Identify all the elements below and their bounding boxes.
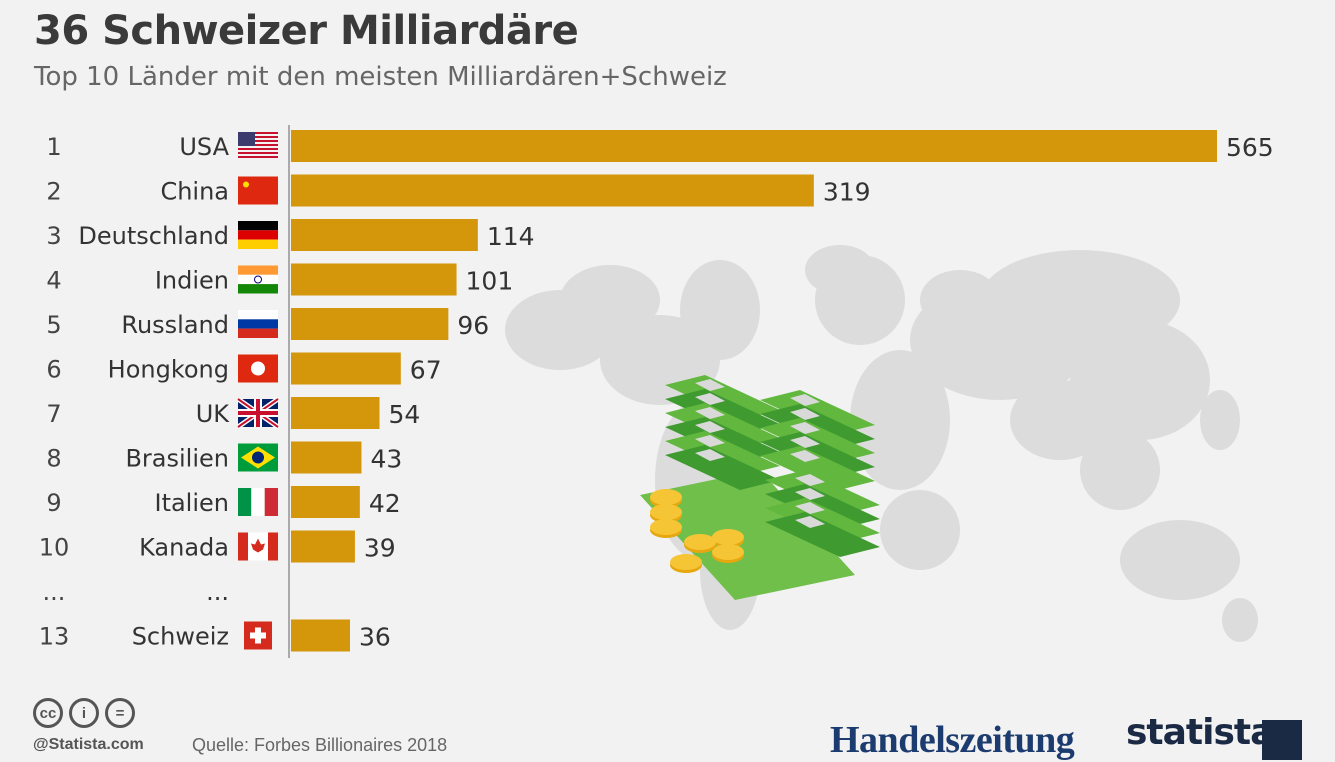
cc-icon: cc — [33, 698, 63, 728]
category-label: Italien — [154, 489, 229, 517]
category-label: ... — [206, 578, 229, 606]
money-stack-illustration — [640, 375, 880, 600]
bar — [291, 486, 360, 518]
br-flag — [238, 443, 278, 472]
bar — [291, 530, 355, 563]
statista-logo-mark — [1262, 720, 1302, 760]
bar — [291, 308, 449, 340]
world-map-background — [505, 245, 1258, 642]
value-label: 39 — [364, 534, 396, 563]
chart-title: 36 Schweizer Milliardäre — [34, 8, 579, 54]
rank-label: ... — [43, 578, 66, 606]
rank-label: 6 — [46, 356, 61, 384]
rank-label: 8 — [46, 445, 61, 473]
credit[interactable]: @Statista.com — [33, 736, 144, 753]
category-label: Russland — [121, 311, 229, 339]
rank-label: 1 — [46, 133, 61, 161]
uk-flag — [236, 396, 280, 430]
by-icon: i — [69, 698, 99, 728]
category-label: Deutschland — [78, 222, 229, 250]
category-label: Brasilien — [125, 445, 229, 473]
bar — [291, 397, 380, 429]
it-flag — [238, 488, 278, 516]
category-label: Kanada — [139, 534, 229, 562]
value-label: 101 — [466, 267, 514, 296]
rank-label: 10 — [39, 534, 70, 562]
license-icons: cc i = — [33, 698, 135, 728]
nd-icon: = — [105, 698, 135, 728]
rank-label: 13 — [39, 623, 70, 651]
value-label: 319 — [823, 178, 871, 207]
bar — [291, 619, 351, 652]
value-label: 565 — [1226, 133, 1274, 162]
value-label: 67 — [410, 356, 442, 385]
bar — [291, 174, 814, 207]
value-label: 54 — [389, 400, 421, 429]
rank-label: 7 — [46, 400, 61, 428]
bar — [291, 352, 401, 385]
bar — [291, 441, 362, 474]
rank-label: 3 — [46, 222, 61, 250]
us-flag — [238, 132, 278, 158]
cn-flag — [238, 176, 278, 205]
statista-logo[interactable]: statista — [1126, 712, 1274, 753]
ru-flag — [238, 310, 278, 338]
value-label: 36 — [359, 623, 391, 652]
ca-flag — [238, 532, 278, 561]
ch-flag — [244, 621, 272, 650]
rank-label: 2 — [46, 178, 61, 206]
category-label: Schweiz — [132, 623, 229, 651]
category-label: Hongkong — [108, 356, 229, 384]
category-label: UK — [196, 400, 231, 428]
category-label: USA — [179, 133, 229, 161]
handelszeitung-logo[interactable]: Handelszeitung — [830, 719, 1075, 761]
chart-subtitle: Top 10 Länder mit den meisten Milliardär… — [34, 62, 727, 92]
rank-label: 5 — [46, 311, 61, 339]
value-label: 43 — [370, 445, 402, 474]
bar — [291, 263, 457, 296]
in-flag — [238, 265, 278, 294]
bar — [291, 219, 478, 251]
source: Quelle: Forbes Billionaires 2018 — [192, 735, 448, 755]
value-label: 114 — [487, 222, 535, 251]
rank-label: 4 — [46, 267, 61, 295]
bar — [291, 130, 1217, 162]
rank-label: 9 — [46, 489, 61, 517]
value-label: 96 — [457, 311, 489, 340]
de-flag — [238, 221, 278, 249]
hk-flag — [238, 354, 278, 383]
category-label: Indien — [155, 267, 229, 295]
category-label: China — [160, 178, 229, 206]
bar-chart: 1 USA 565 2 China 319 3 Deutschland 114 4 Indien 10… — [39, 125, 1274, 658]
value-label: 42 — [369, 489, 401, 518]
